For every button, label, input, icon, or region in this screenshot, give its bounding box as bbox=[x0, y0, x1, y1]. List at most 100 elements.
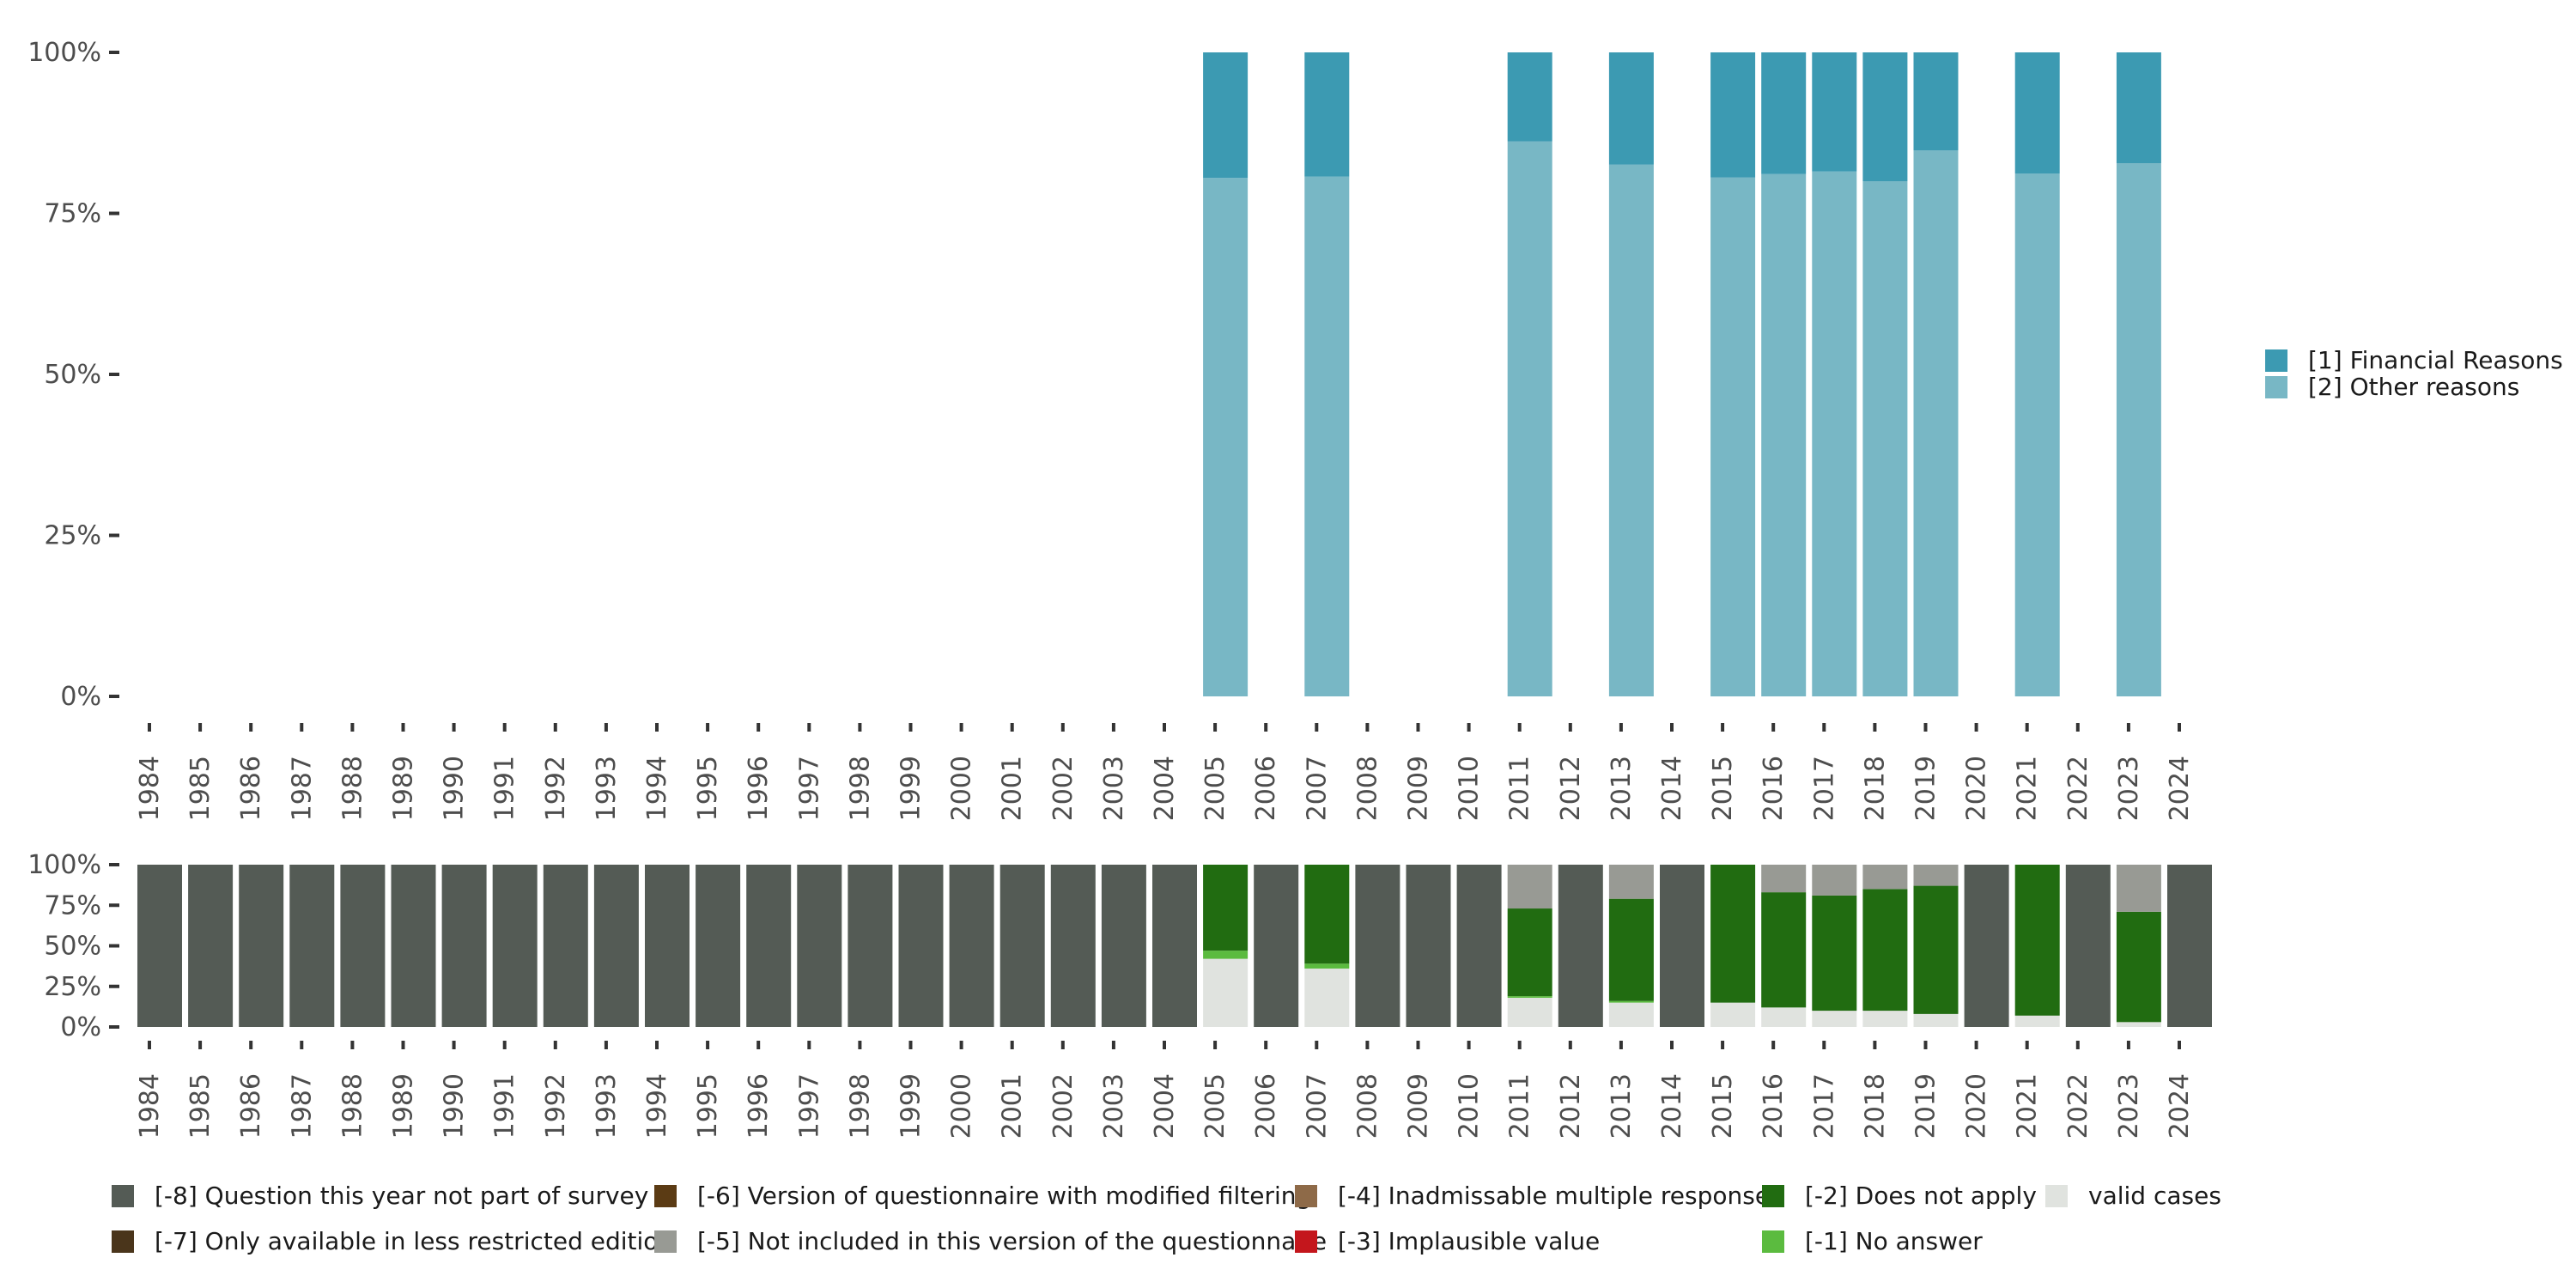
legend-label: [1] Financial Reasons bbox=[2308, 346, 2563, 374]
bottom-x-tick-label: 2012 bbox=[1556, 1073, 1586, 1139]
top-chart-panel: 0% 25% 50% 75% 100% 1984 1985 1986 1987 1988 1989 1… bbox=[27, 38, 2195, 821]
top-x-tick-label: 2008 bbox=[1352, 756, 1382, 821]
bottom-x-tick-label: 2008 bbox=[1352, 1073, 1382, 1139]
bottom-bar-segment bbox=[645, 865, 690, 1027]
bottom-bar-segment bbox=[1862, 889, 1908, 1012]
bottom-bar-segment bbox=[1101, 865, 1146, 1027]
legend-swatch bbox=[1295, 1230, 1317, 1253]
bottom-x-tick-label: 2016 bbox=[1759, 1073, 1789, 1139]
legend-swatch bbox=[1295, 1185, 1317, 1207]
bottom-bar-segment bbox=[1862, 865, 1908, 890]
bottom-bar-segment bbox=[137, 865, 182, 1027]
bottom-x-tick-label: 1995 bbox=[693, 1073, 723, 1139]
legend-swatch bbox=[2265, 376, 2287, 398]
bottom-x-tick-label: 1990 bbox=[440, 1073, 470, 1139]
bottom-bar-segment bbox=[1507, 908, 1552, 997]
top-x-tick-label: 1993 bbox=[592, 756, 622, 821]
top-x-tick-label: 1991 bbox=[490, 756, 520, 821]
bottom-x-tick-label: 1989 bbox=[389, 1073, 419, 1139]
bottom-bar-segment bbox=[1152, 865, 1197, 1027]
top-x-tick-label: 1986 bbox=[236, 756, 266, 821]
top-bar-segment bbox=[2116, 163, 2161, 696]
bottom-bar-segment bbox=[2014, 1015, 2060, 1027]
legend-label: [2] Other reasons bbox=[2308, 373, 2519, 401]
top-y-tick-label: 75% bbox=[44, 199, 101, 229]
bottom-bar-segment bbox=[441, 865, 487, 1027]
bottom-bar-segment bbox=[1203, 951, 1249, 959]
bottom-bar-segment bbox=[1304, 865, 1350, 964]
top-bar-segment bbox=[1304, 52, 1350, 177]
bottom-chart-panel: 0% 25% 50% 75% 100% 1984 1985 1986 1987 1988 1989 1… bbox=[27, 850, 2212, 1139]
bottom-bar-segment bbox=[1761, 865, 1807, 893]
top-x-tick-label: 2001 bbox=[998, 756, 1028, 821]
top-x-tick-label: 1988 bbox=[337, 756, 368, 821]
bottom-x-tick-label: 2017 bbox=[1809, 1073, 1839, 1139]
bottom-bar-segment bbox=[797, 865, 842, 1027]
bottom-bar-segment bbox=[1304, 968, 1350, 1027]
bottom-x-tick-label: 2010 bbox=[1455, 1073, 1485, 1139]
bottom-x-tick-label: 2023 bbox=[2114, 1073, 2144, 1139]
bottom-bar-segment bbox=[1050, 865, 1096, 1027]
top-x-tick-label: 2019 bbox=[1911, 756, 1941, 821]
bottom-bar-segment bbox=[1710, 865, 1756, 1003]
bottom-bar-segment bbox=[1862, 1011, 1908, 1027]
top-x-tick-label: 2018 bbox=[1860, 756, 1890, 821]
legend-label: [-1] No answer bbox=[1805, 1227, 1983, 1255]
bottom-x-tick-label: 1986 bbox=[236, 1073, 266, 1139]
legend-label: [-6] Version of questionnaire with modif… bbox=[697, 1182, 1311, 1210]
top-bar-segment bbox=[1862, 52, 1908, 181]
top-y-tick-label: 25% bbox=[44, 521, 101, 551]
top-bar-segment bbox=[1507, 141, 1552, 696]
bottom-bar-segment bbox=[1608, 898, 1654, 1001]
top-x-tick-label: 2012 bbox=[1556, 756, 1586, 821]
bottom-x-tick-label: 2011 bbox=[1505, 1073, 1535, 1139]
top-bar-segment bbox=[1203, 52, 1249, 179]
bottom-x-tick-label: 1998 bbox=[845, 1073, 875, 1139]
bottom-x-tick-label: 2020 bbox=[1962, 1073, 1992, 1139]
top-bar-segment bbox=[1812, 171, 1857, 696]
bottom-bar-segment bbox=[1507, 997, 1552, 1027]
bottom-x-tick-label: 2001 bbox=[998, 1073, 1028, 1139]
bottom-x-tick-label: 2024 bbox=[2165, 1073, 2195, 1139]
bottom-bar-segment bbox=[1406, 865, 1451, 1027]
bottom-y-tick-label: 50% bbox=[44, 932, 101, 962]
bottom-bar-segment bbox=[848, 865, 893, 1027]
bottom-bar-segment bbox=[492, 865, 538, 1027]
bottom-bar-segment bbox=[2014, 865, 2060, 1016]
bottom-bar-segment bbox=[1964, 865, 2009, 1027]
top-x-tick-label: 1984 bbox=[135, 756, 165, 821]
top-x-tick-label: 1999 bbox=[896, 756, 927, 821]
legend-label: [-7] Only available in less restricted e… bbox=[155, 1227, 673, 1255]
bottom-x-tick-label: 1999 bbox=[896, 1073, 927, 1139]
bottom-y-tick-label: 25% bbox=[44, 972, 101, 1002]
legend-label: [-3] Implausible value bbox=[1338, 1227, 1600, 1255]
bottom-x-tick-label: 1992 bbox=[541, 1073, 571, 1139]
top-x-tick-label: 2016 bbox=[1759, 756, 1789, 821]
top-x-tick-label: 2003 bbox=[1099, 756, 1129, 821]
legend-label: [-5] Not included in this version of the… bbox=[697, 1227, 1327, 1255]
top-x-tick-label: 2024 bbox=[2165, 756, 2195, 821]
top-x-tick-label: 2009 bbox=[1404, 756, 1434, 821]
bottom-bar-segment bbox=[1761, 892, 1807, 1008]
top-bar-segment bbox=[1507, 52, 1552, 142]
bottom-x-tick-label: 1991 bbox=[490, 1073, 520, 1139]
bottom-bar-segment bbox=[2065, 865, 2111, 1027]
bottom-x-tick-label: 1994 bbox=[642, 1073, 672, 1139]
bottom-bar-segment bbox=[1761, 1007, 1807, 1027]
bottom-x-tick-label: 1988 bbox=[337, 1073, 368, 1139]
top-x-tick-label: 2005 bbox=[1200, 756, 1230, 821]
legend-right: [1] Financial Reasons[2] Other reasons bbox=[2265, 346, 2563, 401]
top-bar-segment bbox=[2014, 173, 2060, 696]
top-x-tick-label: 1998 bbox=[845, 756, 875, 821]
bottom-bar-segment bbox=[593, 865, 639, 1027]
top-x-tick-label: 2000 bbox=[947, 756, 977, 821]
top-x-tick-label: 2004 bbox=[1150, 756, 1180, 821]
top-x-tick-label: 2021 bbox=[2013, 756, 2043, 821]
top-x-tick-label: 2006 bbox=[1251, 756, 1281, 821]
bottom-y-tick-label: 75% bbox=[44, 890, 101, 920]
bottom-bar-segment bbox=[1913, 885, 1959, 1014]
bottom-bar-segment bbox=[1203, 958, 1249, 1027]
bottom-bar-segment bbox=[391, 865, 436, 1027]
bottom-x-tick-label: 1985 bbox=[185, 1073, 216, 1139]
bottom-y-tick-label: 100% bbox=[27, 850, 101, 880]
